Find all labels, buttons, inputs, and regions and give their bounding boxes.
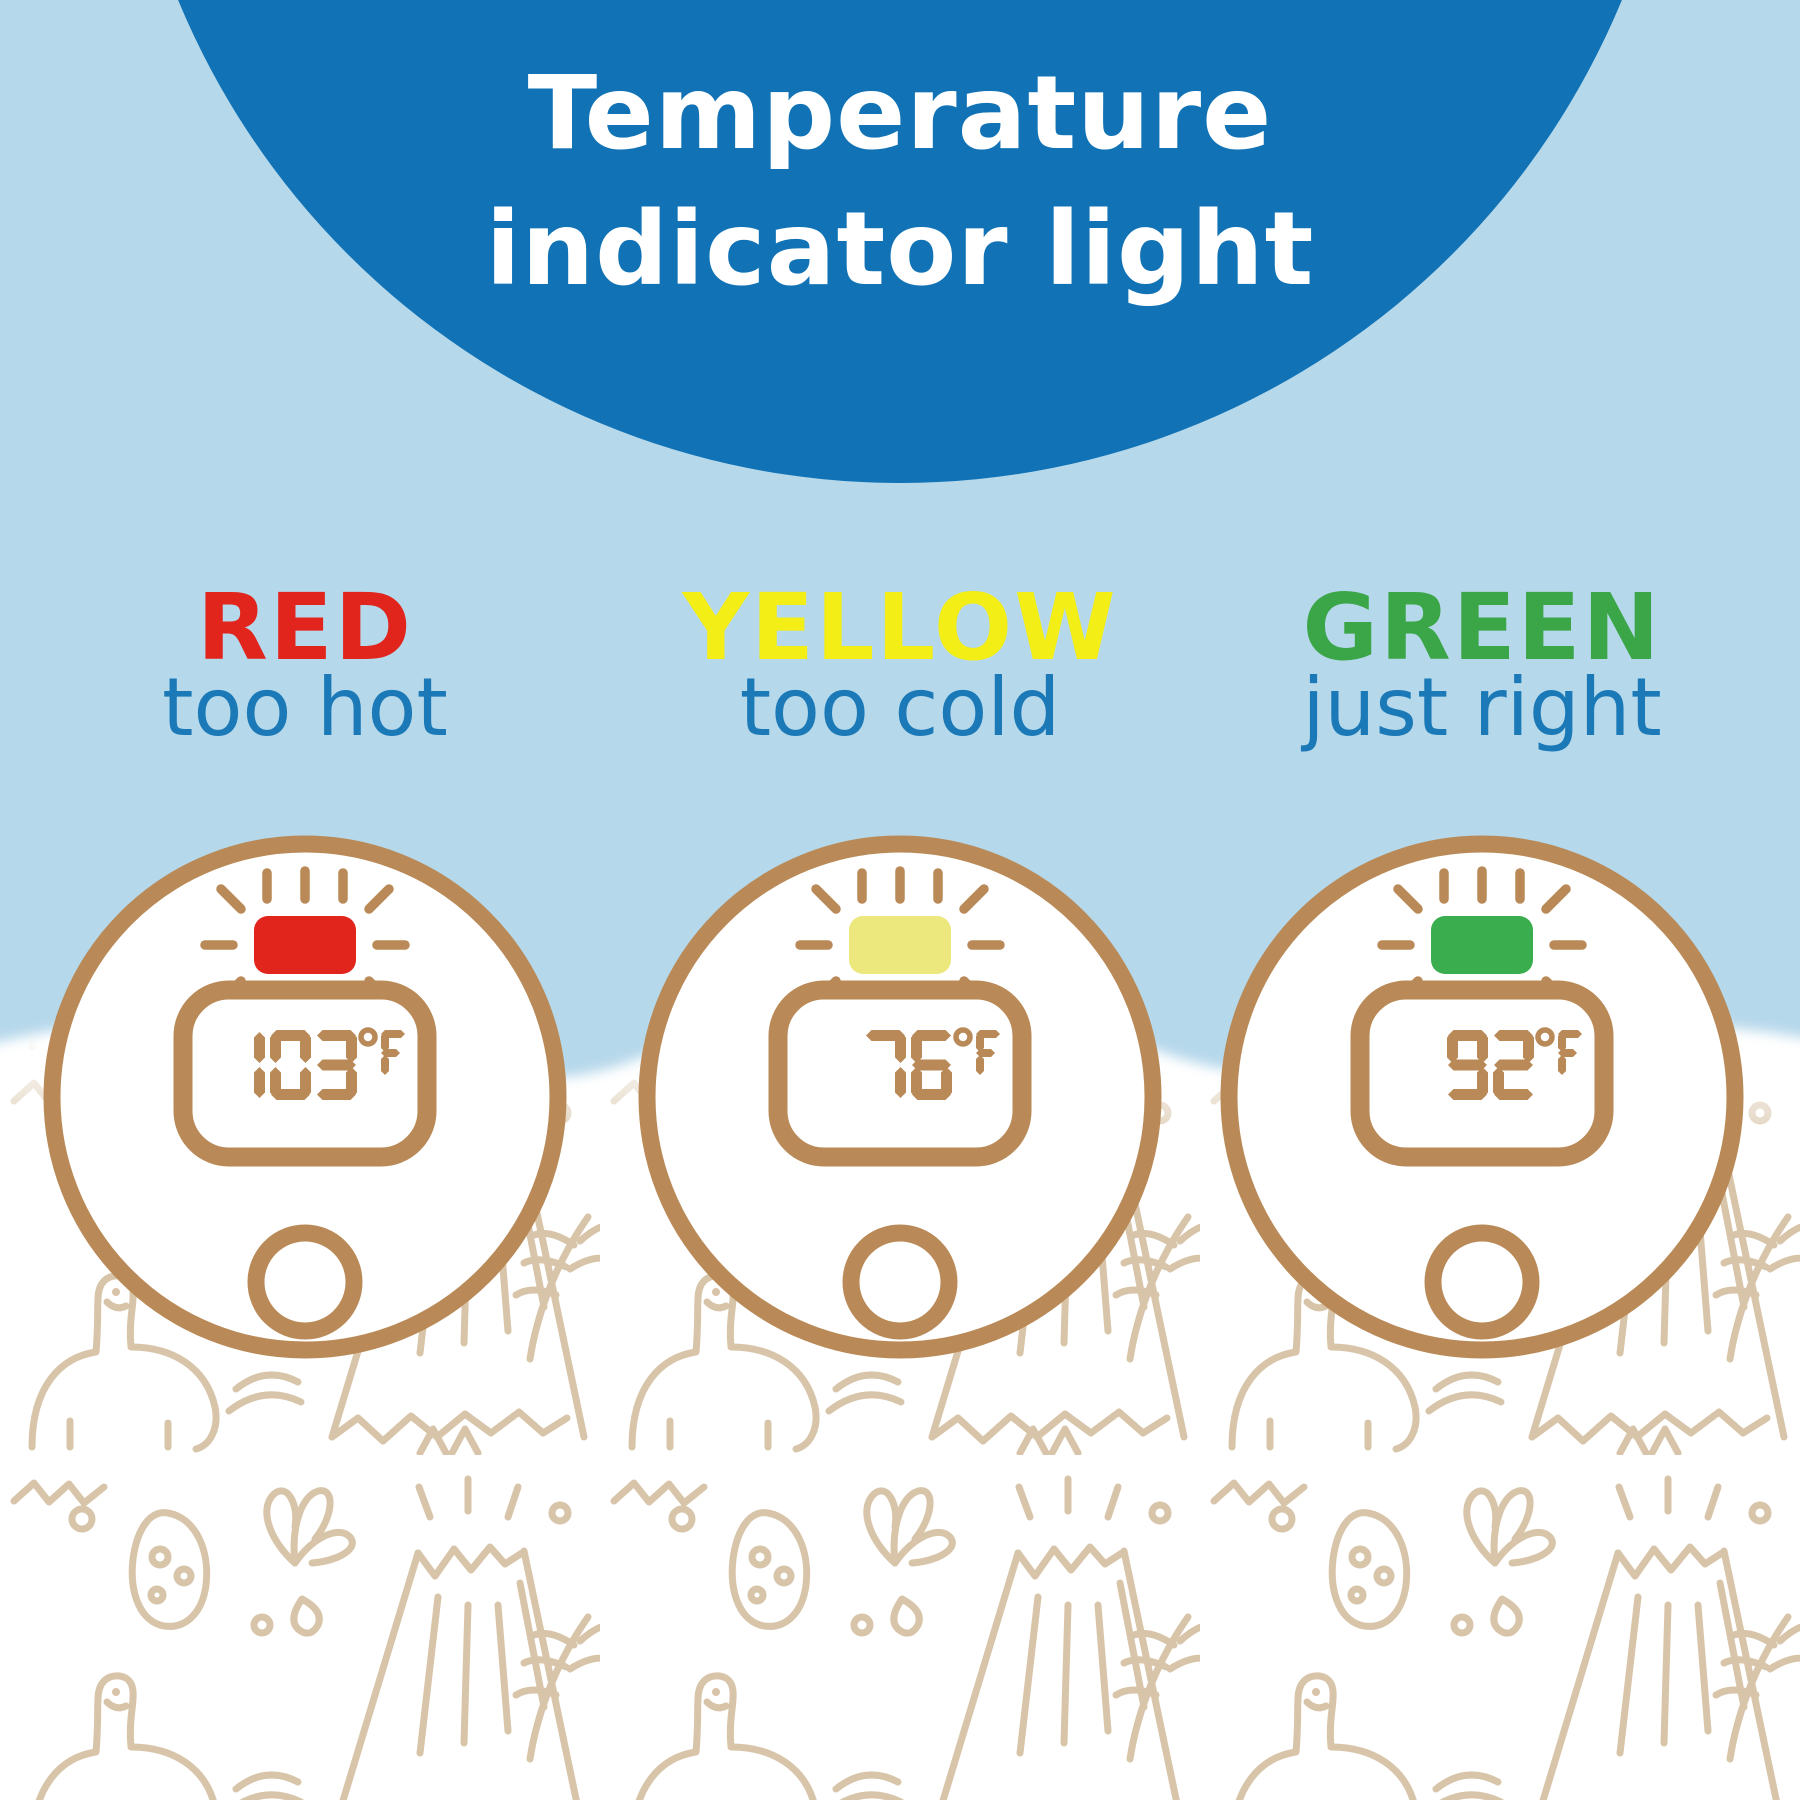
color-sublabel-green: just right — [1302, 661, 1662, 754]
color-label-green: GREEN — [1302, 574, 1662, 681]
thermometer-device-red — [43, 835, 567, 1359]
power-button-icon — [842, 1224, 958, 1340]
color-label-yellow: YELLOW — [682, 574, 1118, 681]
indicator-led — [1431, 916, 1533, 974]
page-title-line2: indicator light — [485, 190, 1315, 309]
power-button-icon — [247, 1224, 363, 1340]
power-button-icon — [1424, 1224, 1540, 1340]
page-title-line1: Temperature — [527, 54, 1273, 173]
indicator-led — [849, 916, 951, 974]
column-yellow: YELLOW too cold — [620, 0, 1180, 1400]
temperature-readout — [254, 1027, 405, 1100]
thermometer-device-green — [1220, 835, 1744, 1359]
column-red: RED too hot — [25, 0, 585, 1400]
color-label-red: RED — [196, 574, 414, 681]
indicator-led — [254, 916, 356, 974]
column-green: GREEN just right — [1202, 0, 1762, 1400]
color-sublabel-yellow: too cold — [739, 661, 1061, 754]
temperature-readout — [1447, 1027, 1582, 1100]
thermometer-device-yellow — [638, 835, 1162, 1359]
page-title: Temperature indicator light — [0, 46, 1800, 318]
temperature-readout — [866, 1027, 1000, 1100]
color-sublabel-red: too hot — [162, 661, 448, 754]
header-circle — [178, 0, 1622, 483]
